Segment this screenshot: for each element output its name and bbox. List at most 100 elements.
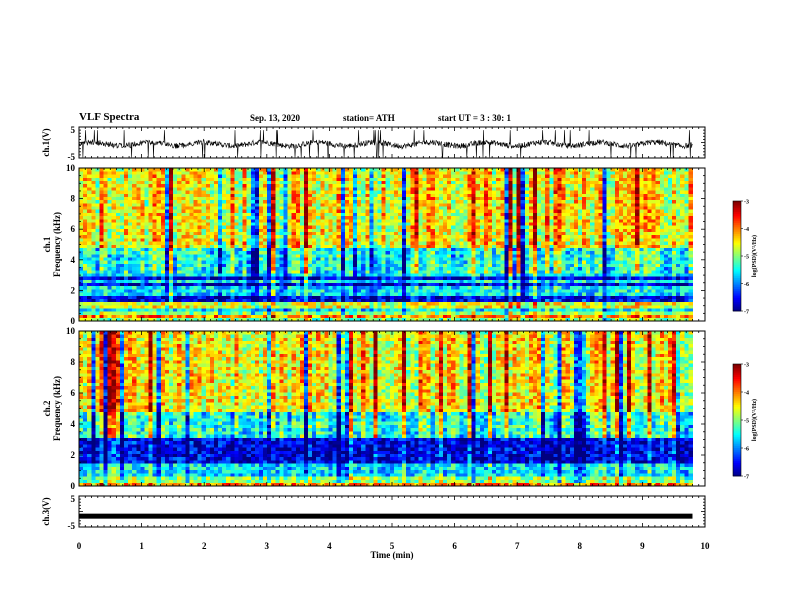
spectrogram-cell: [87, 206, 92, 210]
spectrogram-cell: [373, 222, 378, 226]
spectrogram-cell: [353, 174, 358, 178]
spectrogram-cell: [398, 177, 403, 182]
spectrogram-cell: [393, 273, 399, 277]
spectrogram-cell: [222, 183, 227, 188]
spectrogram-cell: [353, 241, 358, 245]
spectrogram-cell: [438, 244, 444, 248]
spectrogram-cell: [303, 225, 309, 229]
spectrogram-cell: [324, 247, 329, 252]
spectrogram-cell: [410, 241, 415, 245]
spectrogram-cell: [389, 282, 395, 287]
spectrogram-cell: [267, 270, 272, 274]
spectrogram-cell: [377, 193, 382, 197]
spectrogram-cell: [447, 257, 452, 261]
spectrogram-cell: [287, 257, 292, 261]
spectrogram-cell: [234, 263, 239, 268]
spectrogram-cell: [471, 177, 477, 182]
spectrogram-cell: [242, 190, 247, 194]
spectrogram-cell: [455, 209, 460, 213]
spectrogram-cell: [218, 196, 223, 201]
spectrogram-cell: [479, 282, 485, 287]
spectrogram-cell: [377, 222, 382, 226]
spectrogram-cell: [398, 295, 403, 299]
spectrogram-cell: [209, 209, 215, 213]
spectrogram-cell: [160, 183, 166, 188]
spectrogram-cell: [123, 301, 129, 306]
spectrogram-cell: [226, 225, 231, 229]
spectrogram-cell: [79, 190, 84, 194]
spectrogram-cell: [426, 215, 432, 220]
spectrogram-cell: [377, 260, 382, 264]
spectrogram-cell: [213, 257, 219, 261]
spectrogram-cell: [455, 219, 460, 223]
spectrogram-cell: [393, 247, 399, 252]
spectrogram-cell: [132, 222, 137, 226]
spectrogram-cell: [177, 295, 182, 299]
spectrogram-cell: [201, 228, 207, 233]
spectrogram-cell: [258, 285, 264, 290]
spectrogram-cell: [316, 215, 321, 220]
spectrogram-cell: [398, 183, 403, 188]
spectrogram-cell: [87, 279, 92, 284]
spectrogram-cell: [443, 254, 448, 258]
spectrogram-cell: [173, 279, 178, 284]
spectrogram-cell: [426, 231, 432, 236]
spectrogram-cell: [328, 187, 333, 191]
spectrogram-cell: [156, 270, 162, 274]
spectrogram-cell: [205, 177, 211, 182]
spectrogram-cell: [340, 263, 346, 268]
spectrogram-cell: [263, 273, 268, 277]
spectrogram-cell: [393, 203, 399, 207]
spectrogram-cell: [373, 212, 378, 217]
spectrogram-cell: [471, 301, 477, 306]
spectrogram-cell: [189, 301, 194, 306]
spectrogram-cell: [475, 206, 481, 210]
spectrogram-cell: [377, 305, 382, 309]
spectrogram-cell: [430, 301, 436, 306]
spectrogram-cell: [389, 311, 395, 315]
spectrogram-cell: [357, 282, 362, 287]
spectrogram-cell: [402, 228, 407, 233]
spectrogram-cell: [455, 180, 460, 185]
spectrogram-cell: [438, 289, 444, 293]
spectrogram-cell: [377, 311, 382, 315]
spectrogram-cell: [152, 190, 158, 194]
spectrogram-cell: [246, 308, 252, 312]
spectrogram-cell: [107, 247, 113, 252]
spectrogram-cell: [205, 244, 211, 248]
spectrogram-cell: [475, 180, 481, 185]
spectrogram-cell: [230, 180, 235, 185]
spectrogram-cell: [303, 273, 309, 277]
spectrogram-cell: [156, 168, 162, 172]
spectrogram-cell: [373, 190, 378, 194]
spectrogram-cell: [111, 317, 117, 322]
spectrogram-cell: [177, 228, 182, 233]
spectrogram-cell: [234, 314, 239, 319]
spectrogram-cell: [332, 282, 337, 287]
spectrogram-cell: [479, 276, 485, 280]
spectrogram-cell: [246, 196, 252, 201]
spectrogram-cell: [418, 212, 423, 217]
spectrogram-cell: [463, 289, 468, 293]
spectrogram-cell: [246, 276, 252, 280]
spectrogram-cell: [328, 171, 333, 175]
spectrogram-cell: [218, 292, 223, 296]
spectrogram-cell: [308, 209, 313, 213]
spectrogram-cell: [254, 298, 260, 303]
spectrogram-cell: [365, 263, 370, 268]
spectrogram-cell: [111, 279, 117, 284]
spectrogram-cell: [324, 244, 329, 248]
spectrogram-cell: [471, 266, 477, 271]
spectrogram-cell: [87, 276, 92, 280]
spectrogram-cell: [320, 203, 325, 207]
spectrogram-cell: [447, 196, 452, 201]
spectrogram-cell: [369, 311, 374, 315]
spectrogram-cell: [234, 285, 239, 290]
spectrogram-cell: [283, 241, 288, 245]
spectrogram-cell: [381, 228, 387, 233]
spectrogram-cell: [156, 193, 162, 197]
spectrogram-cell: [185, 250, 190, 255]
spectrogram-cell: [414, 206, 419, 210]
spectrogram-cell: [455, 257, 460, 261]
spectrogram-cell: [254, 254, 260, 258]
